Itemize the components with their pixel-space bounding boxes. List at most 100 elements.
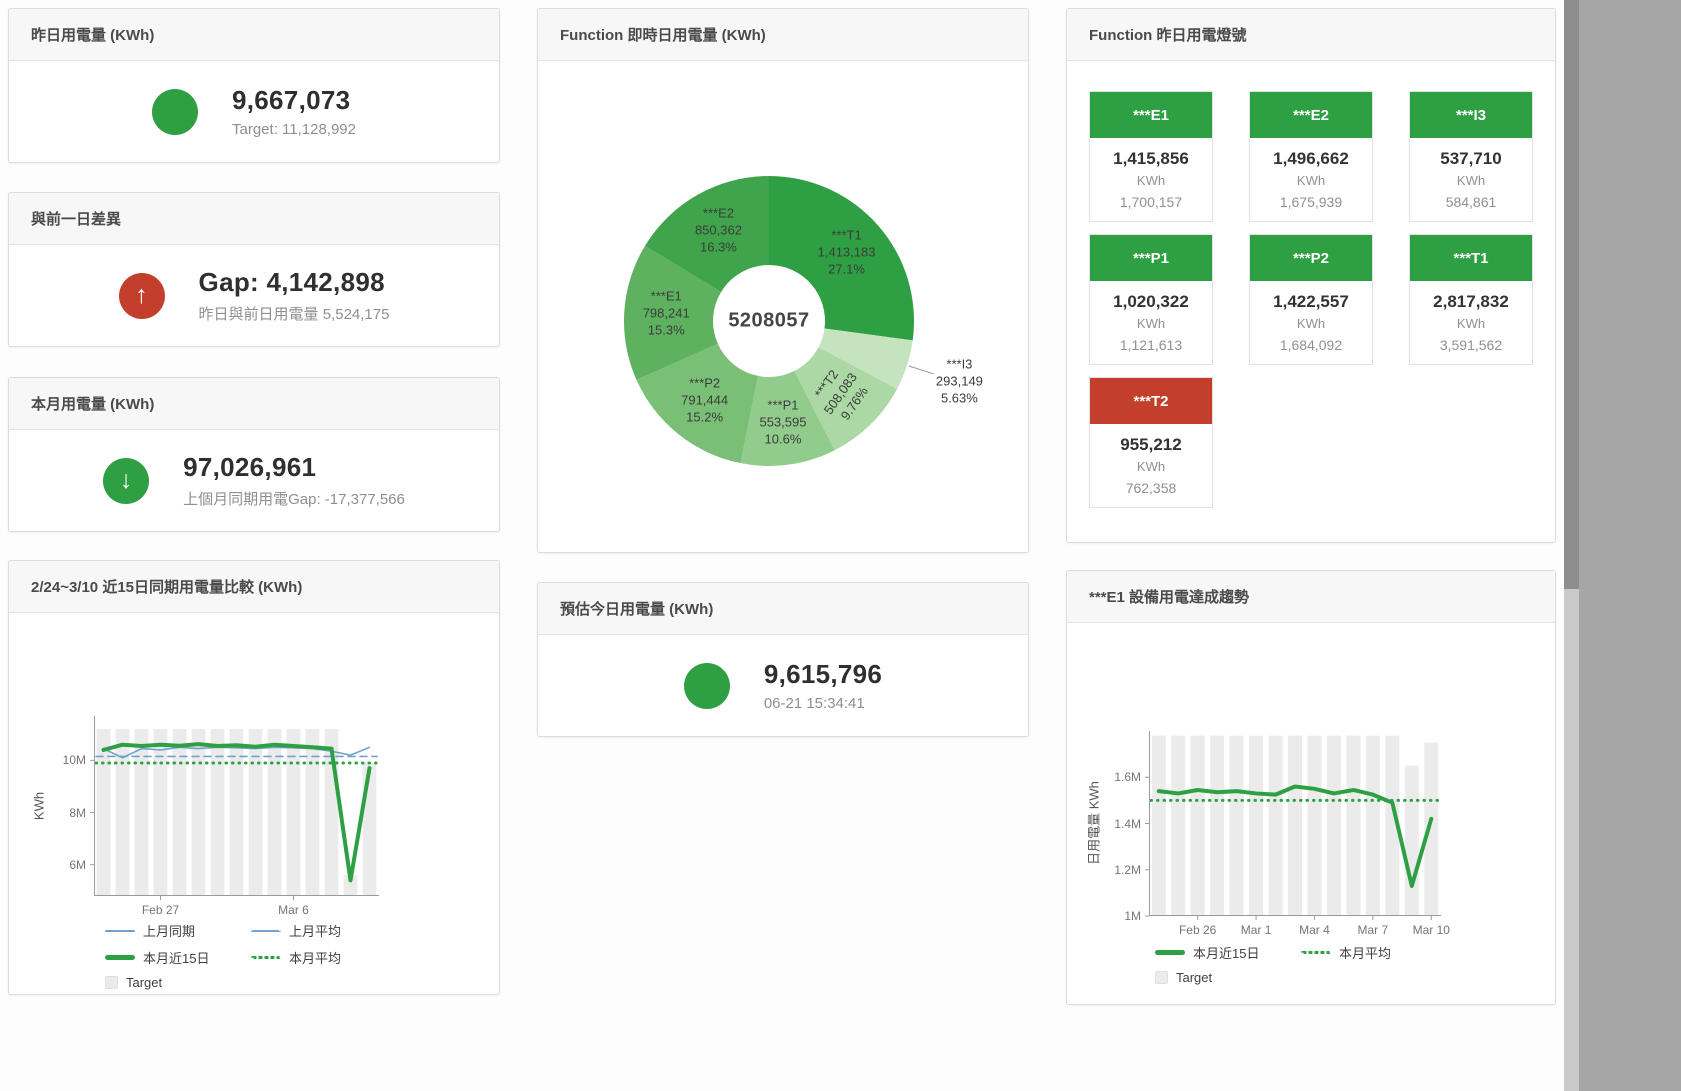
legend-swatch-gray-box	[105, 976, 118, 989]
status-card-value: 1,422,557	[1273, 292, 1349, 311]
slice-label-I3: ***I3 293,149 5.63%	[936, 357, 983, 408]
target-bar	[1151, 735, 1166, 916]
donut-slice-P2[interactable]	[636, 343, 758, 464]
legend-swatch-blue-solid	[105, 929, 135, 932]
legend-label: Target	[1176, 970, 1213, 985]
stat-value: 9,615,796	[763, 659, 883, 689]
status-card-target: 584,861	[1445, 194, 1497, 210]
donut-slice-T2[interactable]	[794, 347, 898, 451]
legend-item-本月平均[interactable]: 本月平均	[1301, 943, 1447, 962]
status-card-unit: KWh	[1296, 316, 1326, 331]
x-tick-label: Mar 6	[278, 903, 309, 917]
legend-swatch-green-dotted	[1301, 951, 1331, 954]
e1trend-svg	[1145, 731, 1441, 920]
x-tick-label: Mar 7	[1357, 923, 1389, 937]
donut-chart[interactable]: ***T1 1,413,183 27.1% ***I3 293,149 5.63% ***T…	[538, 61, 1028, 552]
legend-label: 本月近15日	[1193, 946, 1260, 961]
slice-label-line: 791,444	[681, 392, 729, 408]
panel-header: 與前一日差異	[9, 193, 499, 245]
status-card-header: ***I3	[1410, 92, 1532, 138]
slice-label-line: 798,241	[642, 306, 690, 322]
panel-day-gap: 與前一日差異 ↑ Gap: 4,142,898 昨日與前日用電量 5,524,1…	[8, 192, 500, 347]
status-card-target: 1,684,092	[1279, 337, 1343, 353]
legend-item-Target[interactable]: Target	[1155, 970, 1301, 985]
donut-svg	[624, 176, 934, 466]
status-card-header: ***E1	[1090, 92, 1212, 138]
legend-item-本月近15日[interactable]: 本月近15日	[105, 948, 251, 967]
panel-header: ***E1 設備用電達成趨勢	[1067, 571, 1555, 623]
status-card-E1: ***E1 1,415,856 KWh 1,700,157	[1089, 91, 1213, 222]
slice-label-line: 15.2%	[686, 409, 724, 425]
legend-item-本月平均[interactable]: 本月平均	[251, 948, 397, 967]
scrollbar-thumb[interactable]	[1564, 0, 1579, 590]
legend-item-Target[interactable]: Target	[105, 975, 251, 990]
y-tick-label: 8M	[69, 805, 86, 820]
status-card-value: 1,020,322	[1113, 292, 1189, 311]
e1-line-chart[interactable]: 1M 1.2M 1.4M 1.6M Feb 26 Mar 1 Mar 4 Mar 7 Mar 1…	[1114, 731, 1450, 937]
stat-row: 9,615,796 06-21 15:34:41	[538, 635, 1028, 736]
stat-value: Gap: 4,142,898	[198, 267, 385, 297]
status-card-unit: KWh	[1456, 316, 1486, 331]
donut-slice-P1[interactable]	[740, 370, 835, 466]
target-bar	[305, 729, 320, 896]
target-bar	[343, 875, 358, 896]
y-axis-title: 日用電量 KWh	[1086, 781, 1102, 865]
donut-slice-E2[interactable]	[644, 176, 769, 292]
target-bar	[1268, 735, 1283, 916]
status-card-target: 1,700,157	[1119, 194, 1183, 210]
status-card-target: 762,358	[1125, 480, 1177, 496]
donut-slice-E1[interactable]	[624, 245, 722, 380]
status-card-value: 2,817,832	[1433, 292, 1509, 311]
panel-today-estimate: 預估今日用電量 (KWh) 9,615,796 06-21 15:34:41	[537, 582, 1029, 737]
stat-text: 9,667,073 Target: 11,128,992	[232, 85, 356, 138]
down-arrow-glyph: ↓	[119, 466, 133, 494]
status-card-P2: ***P2 1,422,557 KWh 1,684,092	[1249, 234, 1373, 365]
panel-yesterday-usage: 昨日用電量 (KWh) 9,667,073 Target: 11,128,992	[8, 8, 500, 163]
slice-label-line: 1,413,183	[817, 244, 876, 260]
legend-label: 本月近15日	[143, 951, 210, 966]
panel-title: 2/24~3/10 近15日同期用電量比較 (KWh)	[31, 579, 303, 596]
status-card-header: ***P2	[1250, 235, 1372, 281]
target-bar	[248, 729, 263, 896]
panel-month-usage: 本月用電量 (KWh) ↓ 97,026,961 上個月同期用電Gap: -17…	[8, 377, 500, 532]
slice-label-E1: ***E1 798,241 15.3%	[643, 289, 690, 340]
right-gutter	[1564, 0, 1681, 1091]
status-card-unit: KWh	[1136, 173, 1166, 188]
legend-label: 上月平均	[289, 924, 342, 939]
up-arrow-circle-icon: ↑	[118, 272, 165, 319]
slice-label-line: ***P2	[689, 376, 721, 392]
donut-slice-I3[interactable]	[818, 328, 913, 389]
status-card-header: ***E2	[1250, 92, 1372, 138]
legend-item-上月平均[interactable]: 上月平均	[251, 921, 397, 940]
down-arrow-circle-icon: ↓	[103, 457, 150, 504]
scrollbar-track[interactable]	[1564, 0, 1579, 1091]
stat-row: ↑ Gap: 4,142,898 昨日與前日用電量 5,524,175	[9, 245, 499, 346]
target-bar	[1190, 735, 1205, 916]
panel-header: 本月用電量 (KWh)	[9, 378, 499, 430]
compare-line-chart[interactable]: 6M 8M 10M Feb 27 Mar 6	[63, 716, 379, 917]
slice-label-line: 10.6%	[764, 431, 802, 447]
stat-value: 9,667,073	[232, 85, 351, 115]
slice-label-line: 27.1%	[828, 261, 865, 277]
legend-item-上月同期[interactable]: 上月同期	[105, 921, 251, 940]
slice-label-line: 553,595	[759, 414, 807, 430]
target-bar	[1404, 765, 1419, 916]
panel-title: ***E1 設備用電達成趨勢	[1089, 589, 1250, 606]
y-tick-label: 10M	[62, 753, 86, 768]
legend-swatch-green-thick	[105, 955, 135, 960]
status-card-value: 537,710	[1440, 149, 1502, 168]
target-bar	[1210, 735, 1225, 916]
slice-label-line: 5.63%	[940, 390, 978, 406]
legend-item-本月近15日[interactable]: 本月近15日	[1155, 943, 1301, 962]
status-card-header: ***T2	[1090, 378, 1212, 424]
target-bar	[1326, 735, 1341, 916]
legend-swatch-gray-box	[1155, 971, 1168, 984]
legend-label: 本月平均	[289, 951, 342, 966]
stat-value: 97,026,961	[183, 452, 317, 482]
panel-title: 昨日用電量 (KWh)	[31, 27, 155, 44]
status-card-unit: KWh	[1136, 459, 1166, 474]
panel-title: 預估今日用電量 (KWh)	[560, 601, 714, 618]
donut-slice-T1[interactable]	[769, 176, 914, 341]
target-bar	[1229, 735, 1244, 916]
slice-label-line: ***I3	[946, 356, 973, 372]
